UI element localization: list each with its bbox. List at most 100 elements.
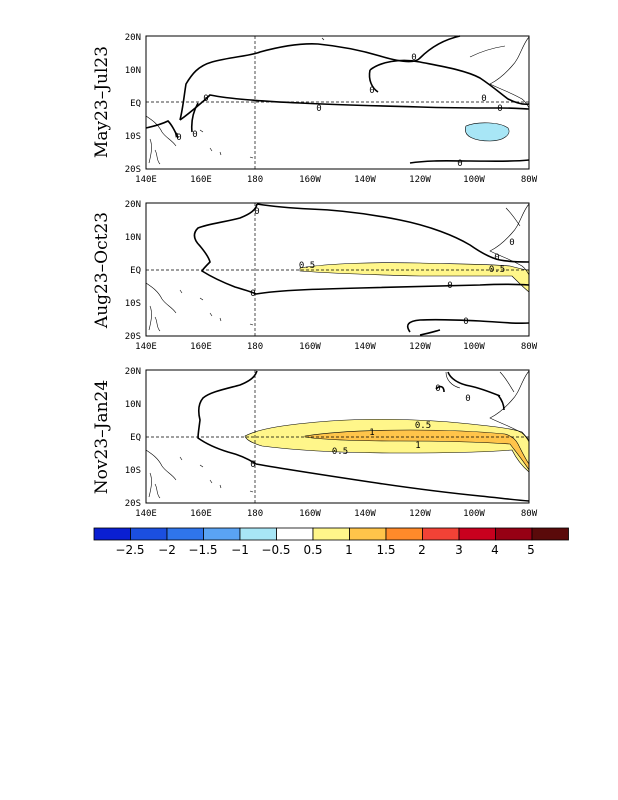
- lat-label: 20N: [125, 367, 141, 377]
- colorbar-tick-label: −1.5: [188, 543, 217, 557]
- panel-2-zero-contour: [193, 203, 530, 336]
- lat-label: EQ: [130, 433, 141, 443]
- panel-1: May23–Jul23: [92, 33, 538, 185]
- lat-label: 10N: [125, 400, 141, 410]
- panel-1-contour-label: 0: [203, 94, 208, 104]
- panel-2-map: [145, 202, 530, 337]
- lon-label: 80W: [521, 342, 538, 352]
- lon-label: 160E: [190, 342, 212, 352]
- panel-3-coastline: [145, 370, 530, 499]
- lat-label: EQ: [130, 266, 141, 276]
- colorbar-swatch: [495, 527, 533, 541]
- panel-2-contour-label: 0: [250, 289, 255, 299]
- lat-label: 10S: [125, 132, 141, 142]
- lat-label: 10S: [125, 466, 141, 476]
- lon-label: 140W: [354, 175, 376, 185]
- lat-label: 10N: [125, 233, 141, 243]
- panel-2-title: Aug23–Oct23: [92, 212, 112, 329]
- colorbar-swatch: [276, 527, 314, 541]
- panel-1-contour-label: 0: [192, 130, 197, 140]
- lat-label: 20N: [125, 200, 141, 210]
- panel-2-contour-label: 0: [494, 253, 499, 263]
- lon-label: 180: [247, 175, 263, 185]
- panel-3-lat-axis: 20N 10N EQ 10S 20S: [125, 367, 141, 509]
- colorbar-swatch: [239, 527, 277, 541]
- lon-label: 140W: [354, 509, 376, 519]
- colorbar-tick-label: −2.5: [115, 543, 144, 557]
- panel-3-contour-label: 0.5: [415, 421, 431, 431]
- panel-1-contour-label: 0: [481, 94, 486, 104]
- colorbar-swatches: [93, 527, 569, 541]
- lon-label: 160W: [299, 342, 321, 352]
- panel-1-lon-axis: 140E 160E 180 160W 140W 120W 100W 80W: [135, 175, 538, 185]
- panel-2-contour-label: 0: [254, 207, 259, 217]
- lon-label: 140E: [135, 175, 157, 185]
- lat-label: 10S: [125, 299, 141, 309]
- colorbar-tick-label: 2: [418, 543, 426, 557]
- panel-3-title: Nov23–Jan24: [92, 380, 112, 494]
- panel-3-positive-patch-1: [304, 429, 530, 472]
- panel-3: Nov23–Jan24 0: [92, 367, 538, 519]
- lat-label: EQ: [130, 99, 141, 109]
- colorbar-tick-label: 0.5: [303, 543, 322, 557]
- lon-label: 140W: [354, 342, 376, 352]
- colorbar-swatch: [312, 527, 350, 541]
- lat-label: 20S: [125, 499, 141, 509]
- lon-label: 100W: [463, 509, 485, 519]
- panel-2-contour-label: 0.5: [299, 261, 315, 271]
- colorbar-swatch: [130, 527, 168, 541]
- lat-label: 20N: [125, 33, 141, 43]
- panel-1-contour-label: 0: [369, 86, 374, 96]
- panel-3-contour-label: 0: [465, 394, 470, 404]
- panel-3-map: [145, 369, 530, 504]
- colorbar-tick-label: 1.5: [376, 543, 395, 557]
- colorbar-swatch: [531, 527, 569, 541]
- panel-1-contour-label: 0: [411, 53, 416, 63]
- lon-label: 160E: [190, 509, 212, 519]
- panel-3-contour-label: 0: [435, 384, 440, 394]
- lon-label: 180: [247, 342, 263, 352]
- colorbar-tick-label: −1: [231, 543, 249, 557]
- panel-2-contour-label: 0: [509, 238, 514, 248]
- panel-3-lon-axis: 140E 160E 180 160W 140W 120W 100W 80W: [135, 509, 538, 519]
- panel-2-coastline: [145, 203, 530, 332]
- panel-2-contour-label: 0: [463, 317, 468, 327]
- lon-label: 120W: [409, 509, 431, 519]
- panel-3-contour-label: 0.5: [332, 447, 348, 457]
- colorbar: −2.5 −2 −1.5 −1 −0.5 0.5 1 1.5 2 3 4 5: [93, 527, 569, 557]
- panel-1-map: [145, 35, 530, 170]
- colorbar-tick-label: −2: [158, 543, 176, 557]
- panel-2-contour-label: 0.5: [489, 265, 505, 275]
- panel-1-zero-contour: [145, 35, 530, 164]
- lon-label: 120W: [409, 342, 431, 352]
- panel-1-title: May23–Jul23: [92, 46, 112, 158]
- lon-label: 100W: [463, 342, 485, 352]
- panel-3-contour-labels: 0 0 0 0.5 0.5 1 1: [250, 384, 470, 470]
- panel-2-lon-axis: 140E 160E 180 160W 140W 120W 100W 80W: [135, 342, 538, 352]
- colorbar-tick-label: 1: [345, 543, 353, 557]
- lon-label: 80W: [521, 175, 538, 185]
- lat-label: 20S: [125, 165, 141, 175]
- panel-1-contour-label: 0: [457, 159, 462, 169]
- lon-label: 160E: [190, 175, 212, 185]
- panel-1-contour-label: 0: [176, 133, 181, 143]
- panel-1-contour-label: 0: [316, 104, 321, 114]
- lon-label: 180: [247, 509, 263, 519]
- lon-label: 160W: [299, 509, 321, 519]
- colorbar-swatch: [93, 527, 131, 541]
- panel-1-lat-axis: 20N 10N EQ 10S 20S: [125, 33, 141, 175]
- lon-label: 140E: [135, 342, 157, 352]
- colorbar-swatch: [422, 527, 460, 541]
- lon-label: 160W: [299, 175, 321, 185]
- colorbar-swatch: [166, 527, 204, 541]
- lon-label: 100W: [463, 175, 485, 185]
- colorbar-swatch: [458, 527, 496, 541]
- colorbar-swatch: [349, 527, 387, 541]
- colorbar-ticks: −2.5 −2 −1.5 −1 −0.5 0.5 1 1.5 2 3 4 5: [115, 543, 534, 557]
- colorbar-swatch: [385, 527, 423, 541]
- panel-1-contour-label: 0: [497, 104, 502, 114]
- panel-1-contour-labels: 0 0 0 0 0 0 0 0 0: [176, 53, 502, 169]
- panel-1-negative-patch: [465, 122, 510, 142]
- lat-label: 20S: [125, 332, 141, 342]
